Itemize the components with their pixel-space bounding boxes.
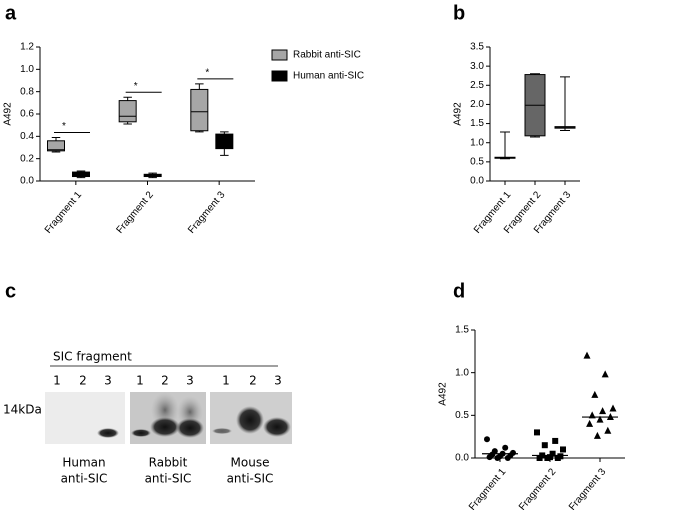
blot-band [150,417,180,437]
y-tick-label: 2.5 [470,80,484,91]
y-tick-label: 0.8 [20,86,34,97]
point [544,455,551,461]
y-tick-label: 1.0 [455,367,469,378]
point [504,455,511,461]
blot-caption: Rabbit [149,456,188,470]
whisker-low [220,148,229,156]
lane-label: 1 [222,374,230,388]
y-tick-label: 0.0 [20,176,34,187]
blot-band [176,418,204,438]
lane-label: 2 [161,374,169,388]
lane-label: 1 [53,374,61,388]
blot-band [212,428,232,434]
y-tick-label: 0.4 [20,131,34,142]
box [47,140,65,152]
blot-band [263,417,291,437]
point [591,390,599,398]
box [190,88,209,132]
legend-label: Rabbit anti-SIC [293,50,361,61]
point [484,436,490,443]
point [552,437,559,444]
panel-letter: b [453,2,465,24]
point [502,444,509,451]
blot-band [131,429,151,437]
whisker-high [500,131,510,158]
significance-label: * [62,121,66,132]
y-tick-label: 3.5 [470,42,484,53]
point [604,426,612,434]
legend-label: Human anti-SIC [293,71,364,82]
x-tick-label: Fragment 3 [186,189,228,236]
lane-label: 3 [274,374,282,388]
box [215,133,234,150]
y-tick-label: 0.0 [455,453,469,464]
point [609,404,617,412]
lane-label: 3 [186,374,194,388]
blot-band [236,406,264,434]
point [560,446,566,453]
blot-caption: Human [62,456,105,470]
lane-label: 2 [249,374,257,388]
point [599,407,607,415]
x-tick-label: Fragment 2 [517,466,559,510]
y-tick-label: 0.0 [470,176,484,187]
blot-caption: anti-SIC [227,472,274,486]
y-tick-label: 1.0 [20,64,34,75]
blot-title: SIC fragment [53,350,132,364]
y-tick-label: 1.0 [470,137,484,148]
point [586,419,594,427]
blot-caption: Mouse [231,456,270,470]
y-tick-label: 2.0 [470,99,484,110]
panel-letter: a [5,2,17,24]
y-tick-label: 3.0 [470,61,484,72]
significance-label: * [134,81,138,92]
point [534,429,540,436]
y-tick-label: 0.5 [470,156,484,167]
y-tick-label: 0.5 [455,410,469,421]
x-tick-label: Fragment 3 [567,466,609,510]
panel-letter: d [453,280,465,302]
box [118,100,137,123]
point [486,454,493,461]
blot-band [97,428,119,438]
point [549,450,556,457]
y-axis-label: A492 [438,382,449,406]
y-tick-label: 1.5 [455,325,469,336]
blot-panel [45,365,292,444]
whisker-high [51,136,61,141]
x-tick-label: Fragment 2 [115,189,157,236]
point [593,431,601,439]
y-axis-label: A492 [453,102,464,126]
significance-label: * [205,67,209,78]
panel-letter: c [5,280,16,302]
y-axis-label: A492 [3,102,14,126]
y-tick-label: 1.5 [470,118,484,129]
lane-label: 1 [136,374,144,388]
x-tick-label: Fragment 1 [467,466,509,510]
legend-swatch [271,70,288,82]
point [601,370,609,378]
blot-marker: 14kDa [3,403,42,417]
point [494,455,501,461]
lane-label: 2 [79,374,87,388]
lane-label: 3 [104,374,112,388]
blot-caption: anti-SIC [61,472,108,486]
point [554,455,561,461]
y-tick-label: 1.2 [20,42,34,53]
y-tick-label: 0.2 [20,153,34,164]
y-tick-label: 0.6 [20,109,34,120]
whisker-high [560,76,570,127]
whisker-high [123,96,132,101]
legend-swatch [271,49,288,61]
whisker-high [195,83,204,90]
point [541,442,548,449]
point [536,455,543,461]
blot-caption: anti-SIC [145,472,192,486]
x-tick-label: Fragment 1 [43,189,85,236]
point [583,351,591,359]
point [596,415,604,423]
